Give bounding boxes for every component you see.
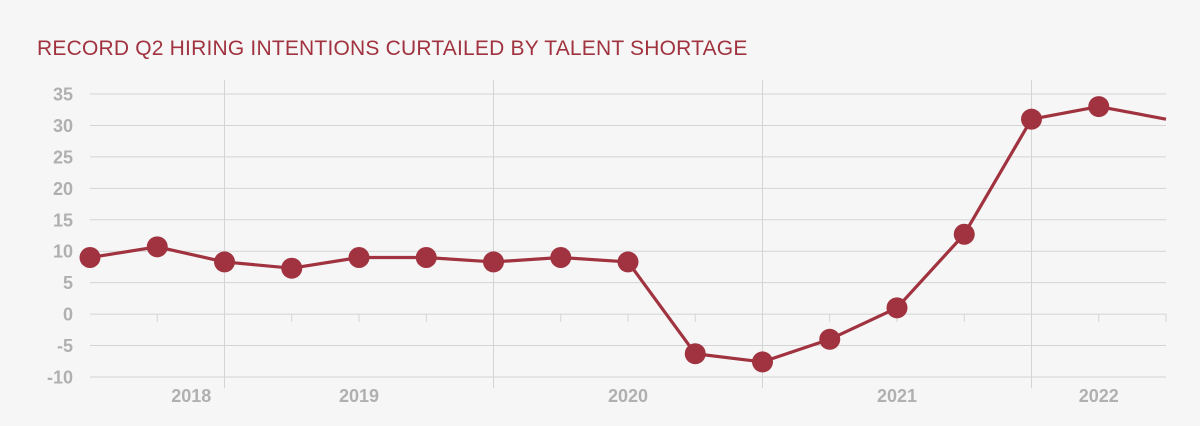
y-tick-label: -5 <box>57 336 73 356</box>
data-point <box>953 223 975 245</box>
data-point <box>483 251 504 273</box>
data-point <box>1088 96 1110 118</box>
data-point <box>79 247 101 269</box>
y-tick-label: 15 <box>53 210 73 230</box>
data-point <box>146 236 168 258</box>
data-point <box>684 343 706 365</box>
data-point <box>415 247 437 269</box>
y-tick-label: -10 <box>47 368 73 388</box>
data-point <box>550 247 572 269</box>
x-tick-label: 2020 <box>608 386 648 406</box>
y-tick-label: 5 <box>63 273 73 293</box>
data-point <box>886 297 908 319</box>
chart-title: RECORD Q2 HIRING INTENTIONS CURTAILED BY… <box>37 37 748 60</box>
x-tick-label: 2022 <box>1079 386 1119 406</box>
data-point <box>1021 108 1042 130</box>
x-tick-label: 2021 <box>877 386 917 406</box>
data-point <box>214 251 235 273</box>
y-tick-label: 30 <box>53 116 73 136</box>
grid-lines <box>90 80 1167 388</box>
data-point <box>348 247 370 269</box>
y-tick-label: 0 <box>63 305 73 325</box>
x-tick-label: 2018 <box>171 386 211 406</box>
data-point <box>819 328 841 350</box>
axis-tick-labels: 35 30 25 20 15 10 5 0 -5 -10 2018 2019 2020 2021 2022 <box>47 85 1119 407</box>
y-tick-label: 10 <box>53 242 73 262</box>
y-tick-label: 20 <box>53 179 73 199</box>
series-layer <box>79 96 1167 373</box>
y-tick-label: 25 <box>53 147 73 167</box>
series-line <box>89 104 1167 364</box>
data-point <box>281 257 303 279</box>
x-tick-label: 2019 <box>339 386 379 406</box>
data-point <box>752 351 773 373</box>
y-tick-label: 35 <box>53 85 73 105</box>
data-point <box>617 251 639 273</box>
